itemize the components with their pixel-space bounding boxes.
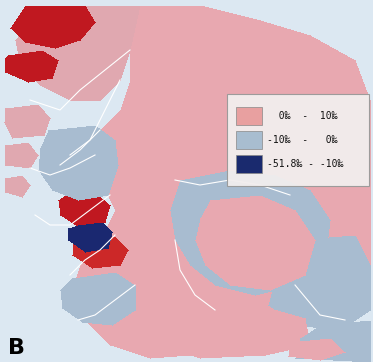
Text: 0‰  -  10‰: 0‰ - 10‰ xyxy=(267,111,338,121)
Bar xyxy=(236,107,262,125)
Bar xyxy=(236,131,262,149)
Bar xyxy=(236,155,262,173)
FancyBboxPatch shape xyxy=(227,94,369,186)
Text: -10‰  -   0‰: -10‰ - 0‰ xyxy=(267,135,338,145)
Text: -51.8‰ - -10‰: -51.8‰ - -10‰ xyxy=(267,159,344,169)
Text: B: B xyxy=(8,338,25,358)
